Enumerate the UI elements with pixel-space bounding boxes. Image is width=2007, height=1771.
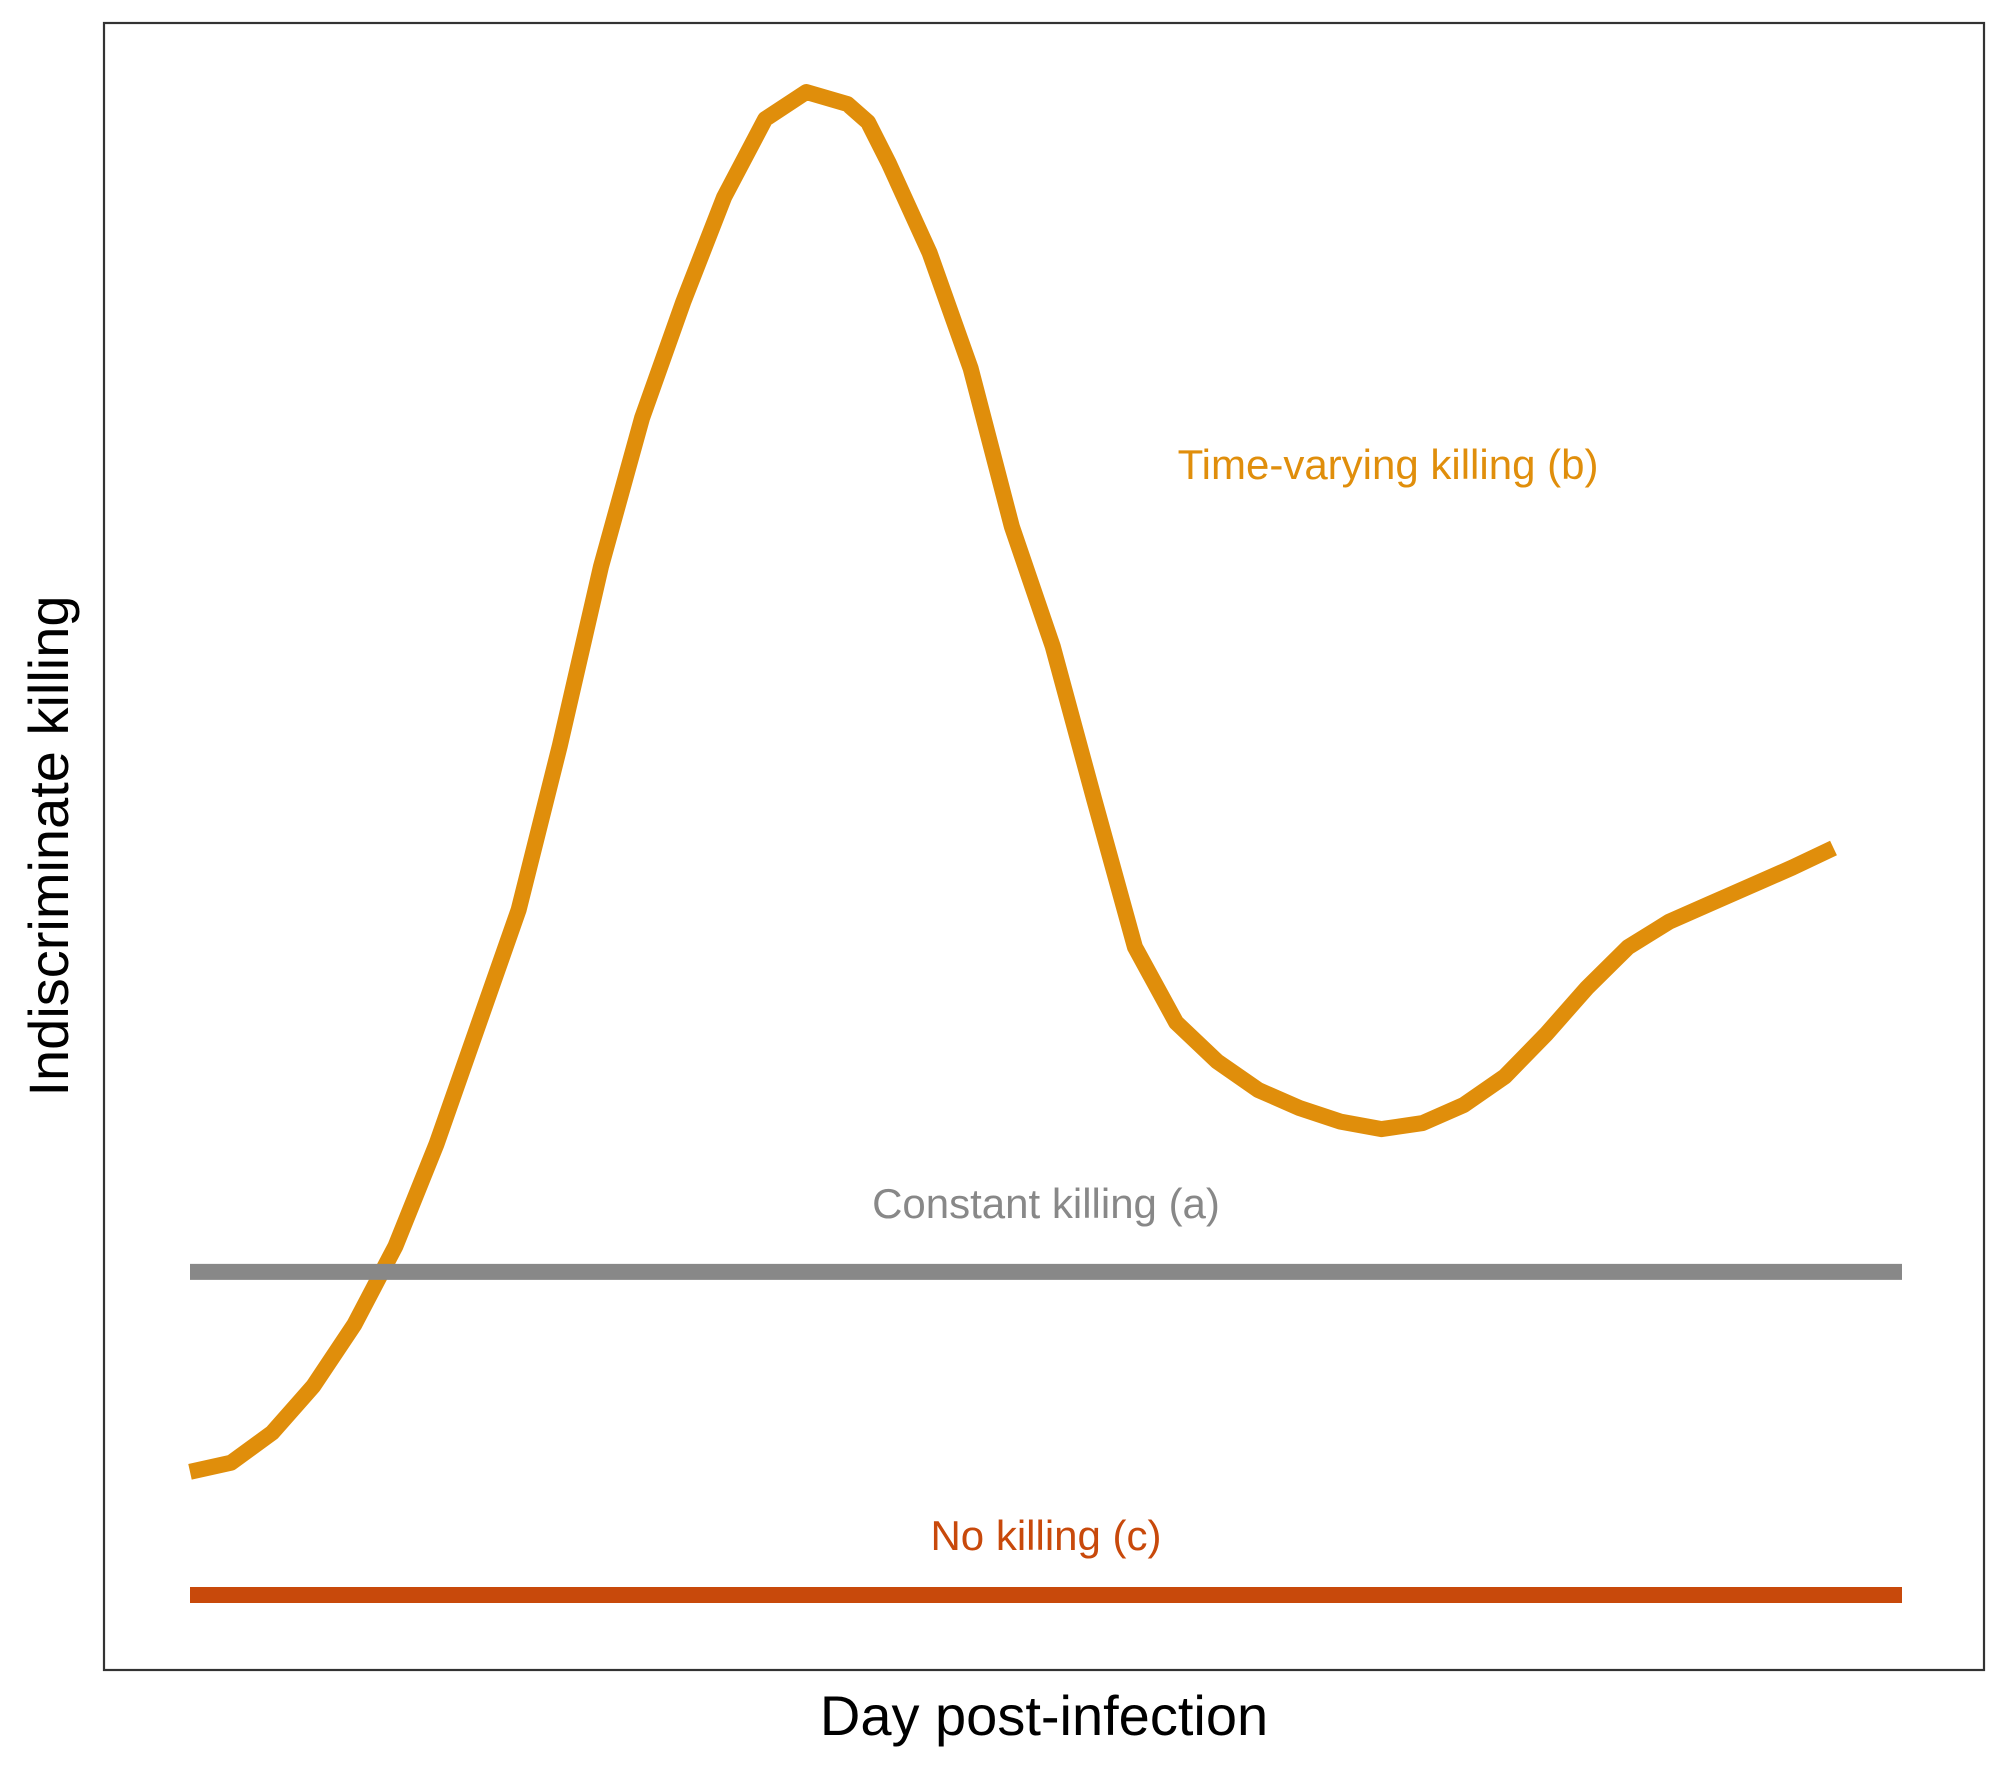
series-line-time-varying-killing [188,84,1837,1480]
y-axis-title: Indiscriminate killing [17,595,80,1096]
series-layer [188,84,1902,1603]
series-label-constant-killing: Constant killing (a) [872,1180,1220,1227]
x-axis-title: Day post-infection [820,1684,1268,1747]
plot-panel-border [102,21,1986,1672]
series-label-time-varying-killing: Time-varying killing (b) [1178,441,1599,488]
label-layer: Time-varying killing (b) Constant killing… [872,441,1598,1559]
series-label-no-killing: No killing (c) [930,1512,1161,1559]
